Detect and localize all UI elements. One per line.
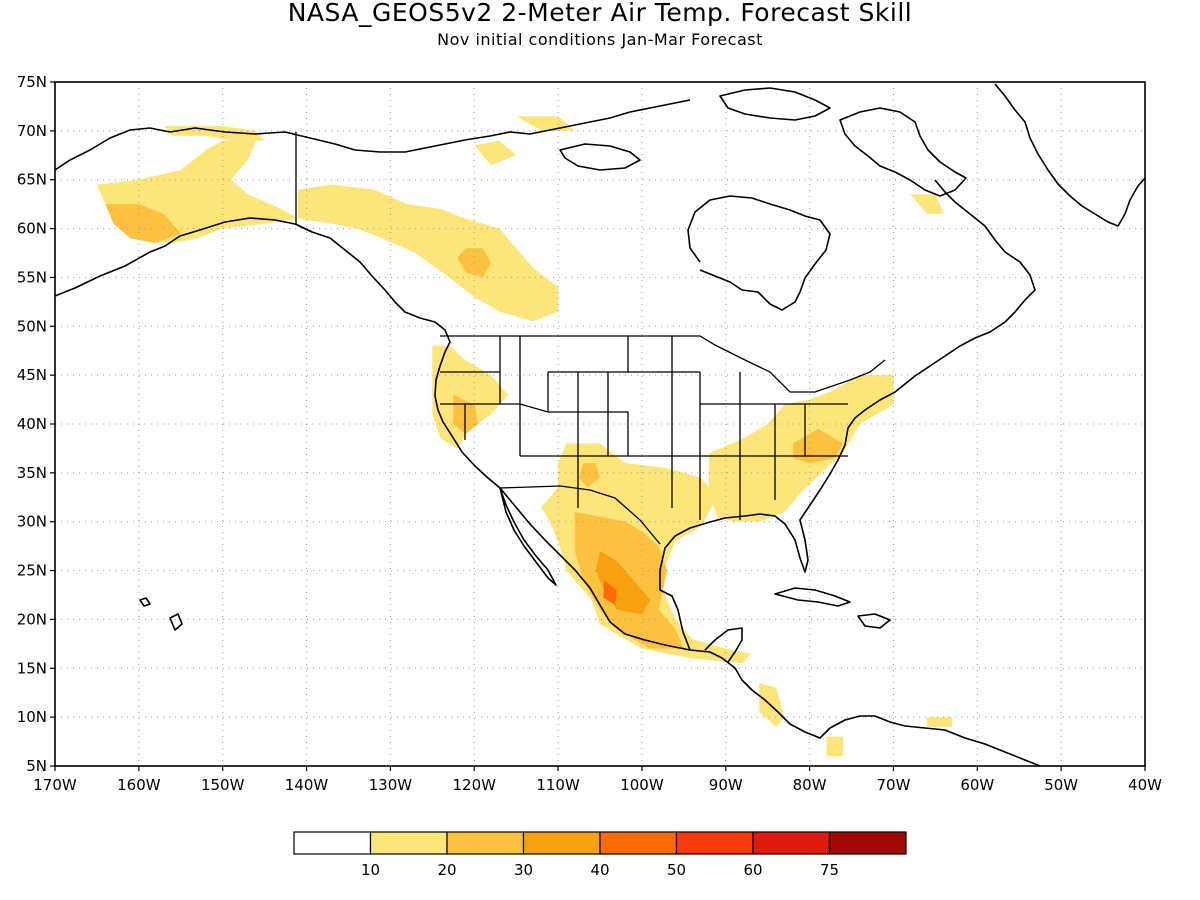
political-borders (295, 132, 886, 545)
lat-tick-label: 60N (17, 220, 47, 238)
lon-tick-label: 50W (1044, 776, 1078, 794)
colorbar-swatch (599, 831, 678, 855)
lon-tick-label: 70W (877, 776, 911, 794)
colorbar-label: 50 (667, 861, 686, 879)
hispaniola-coastline (857, 613, 891, 629)
lon-tick-label: 160W (117, 776, 161, 794)
lat-tick-label: 10N (17, 708, 47, 726)
baffin-coastline (839, 107, 967, 197)
skill-region-alaska-sw (105, 204, 181, 244)
baja-coastline (499, 487, 557, 586)
skill-region-arctic-islands (516, 116, 575, 131)
gulf-coastline (659, 179, 1036, 651)
skill-region-new-mexico (579, 463, 600, 488)
colorbar-swatch (752, 831, 831, 855)
skill-region-mexico-peak (603, 580, 617, 605)
us-canada-border (440, 335, 886, 393)
colorbar-swatch (828, 831, 907, 855)
colorbar-swatch (522, 831, 601, 855)
skill-region-canada-nw (298, 184, 559, 322)
map-title: NASA_GEOS5v2 2-Meter Air Temp. Forecast … (288, 0, 913, 27)
lat-tick-label: 55N (17, 268, 47, 286)
lon-tick-label: 130W (369, 776, 413, 794)
lat-tick-label: 40N (17, 415, 47, 433)
us-mexico-border (499, 485, 661, 545)
colorbar-swatch (446, 831, 525, 855)
skill-shading (96, 116, 953, 757)
lon-tick-label: 60W (960, 776, 994, 794)
lat-tick-label: 70N (17, 122, 47, 140)
lon-tick-label: 170W (33, 776, 77, 794)
latitude-ticks: 75N 70N 65N 60N 55N 50N 45N 40N 35N 30N 25N 20N 15N 1… (17, 73, 55, 775)
skill-region-mexico-core (595, 551, 651, 615)
ellesmere-coastline (719, 87, 831, 121)
lat-tick-label: 25N (17, 562, 47, 580)
yucatan-coastline (704, 627, 743, 663)
lon-tick-label: 120W (452, 776, 496, 794)
lon-tick-label: 150W (201, 776, 245, 794)
skill-region-central-america (759, 682, 785, 727)
lon-tick-label: 90W (709, 776, 743, 794)
map-frame (54, 81, 1146, 767)
alaska-canada-border (295, 132, 313, 233)
lat-tick-label: 20N (17, 610, 47, 628)
skill-region-baffin (910, 194, 944, 214)
colorbar-swatch (675, 831, 754, 855)
lon-tick-label: 40W (1128, 776, 1162, 794)
arctic-coastline (55, 99, 691, 171)
skill-region-venezuela (927, 717, 953, 727)
colorbar: 10 20 30 40 50 60 75 (293, 831, 907, 879)
lat-lon-grid (55, 82, 1145, 766)
cuba-coastline (774, 587, 851, 607)
lon-tick-label: 100W (620, 776, 664, 794)
colorbar-label: 60 (743, 861, 762, 879)
colorbar-label: 30 (514, 861, 533, 879)
colorbar-swatch (369, 831, 448, 855)
colorbar-label: 40 (590, 861, 609, 879)
victoria-island-coastline (559, 143, 641, 171)
greenland-coastline (994, 83, 1145, 227)
colorbar-swatch (293, 831, 372, 855)
colorbar-label: 10 (361, 861, 380, 879)
map-subtitle: Nov initial conditions Jan-Mar Forecast (437, 30, 763, 49)
lat-tick-label: 35N (17, 464, 47, 482)
lat-tick-label: 45N (17, 366, 47, 384)
lat-tick-label: 50N (17, 317, 47, 335)
hawaii-coastline (139, 597, 183, 631)
colorbar-label: 75 (820, 861, 839, 879)
lat-tick-label: 75N (17, 73, 47, 91)
lon-tick-label: 110W (536, 776, 580, 794)
skill-region-pacific-nw (432, 345, 508, 449)
longitude-ticks: 170W 160W 150W 140W 130W 120W 110W 100W 90W 80W 70… (33, 766, 1162, 794)
lat-tick-label: 65N (17, 171, 47, 189)
lon-tick-label: 80W (793, 776, 827, 794)
skill-region-colombia (826, 736, 844, 757)
us-state-lines (440, 336, 848, 520)
colorbar-label: 20 (437, 861, 456, 879)
lat-tick-label: 5N (26, 757, 47, 775)
hudson-bay-coastline (687, 195, 831, 311)
lon-tick-label: 140W (285, 776, 329, 794)
skill-region-nunavut (474, 140, 517, 166)
lat-tick-label: 30N (17, 513, 47, 531)
lat-tick-label: 15N (17, 659, 47, 677)
